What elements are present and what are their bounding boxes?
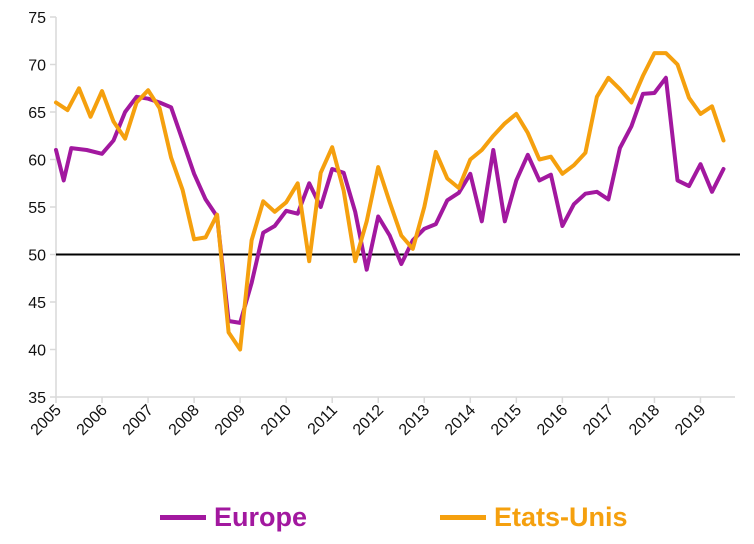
y-axis: 35 40 45 50 55 60 65 70 75 bbox=[28, 10, 57, 407]
y-tick-label: 40 bbox=[28, 343, 46, 360]
y-tick-label: 60 bbox=[28, 153, 46, 170]
legend-label-europe: Europe bbox=[214, 502, 308, 532]
x-tick-label: 2013 bbox=[396, 402, 433, 439]
x-axis: 2005 2006 2007 2008 2009 2010 2011 2012 2013 2014… bbox=[28, 396, 735, 439]
legend-item-europe: Europe bbox=[160, 502, 307, 533]
x-tick-label: 2009 bbox=[212, 402, 249, 439]
x-tick-label: 2016 bbox=[534, 402, 571, 439]
x-tick-label: 2011 bbox=[305, 402, 341, 438]
y-tick-label: 35 bbox=[28, 390, 46, 407]
x-tick-label: 2006 bbox=[74, 402, 111, 439]
legend-swatch-europe bbox=[160, 515, 206, 520]
y-tick-label: 50 bbox=[28, 248, 46, 265]
y-tick-label: 75 bbox=[28, 10, 46, 27]
x-tick-label: 2017 bbox=[580, 402, 617, 439]
x-tick-label: 2019 bbox=[672, 402, 709, 439]
x-tick-label: 2007 bbox=[120, 402, 157, 439]
x-tick-label: 2014 bbox=[442, 402, 479, 439]
x-tick-label: 2012 bbox=[350, 402, 387, 439]
y-tick-label: 45 bbox=[28, 295, 46, 312]
y-tick-label: 55 bbox=[28, 200, 46, 217]
x-tick-label: 2010 bbox=[258, 402, 295, 439]
legend-item-etats-unis: Etats-Unis bbox=[440, 502, 628, 533]
x-tick-label: 2008 bbox=[166, 402, 203, 439]
y-tick-label: 65 bbox=[28, 105, 46, 122]
y-tick-label: 70 bbox=[28, 58, 46, 75]
series-group bbox=[54, 51, 726, 352]
x-tick-label: 2015 bbox=[488, 402, 525, 439]
series-line-europe bbox=[54, 75, 726, 325]
series-line-etats-unis bbox=[54, 51, 726, 352]
legend-swatch-etats-unis bbox=[440, 515, 486, 520]
x-tick-label: 2018 bbox=[626, 402, 663, 439]
legend-label-etats-unis: Etats-Unis bbox=[494, 502, 628, 532]
x-tick-label: 2005 bbox=[28, 402, 65, 439]
